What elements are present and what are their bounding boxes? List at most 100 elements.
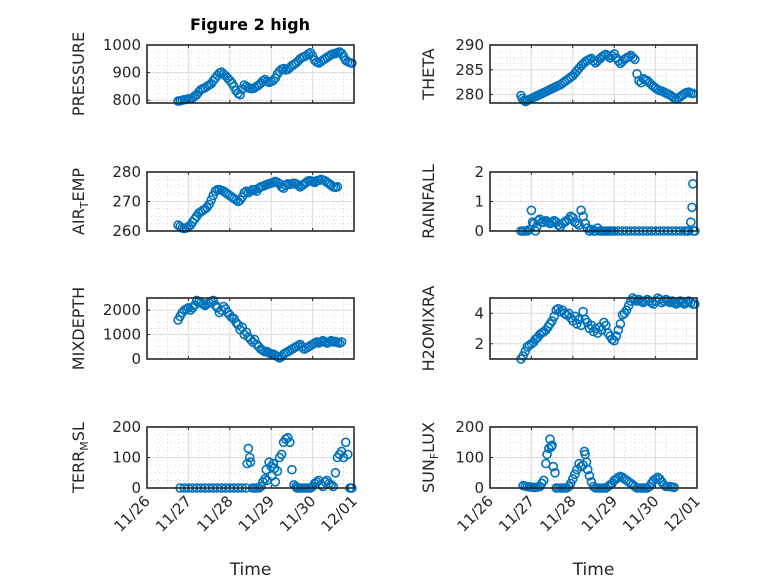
data-point — [332, 182, 343, 192]
data-point — [183, 302, 194, 313]
data-point — [576, 205, 586, 216]
data-point — [623, 300, 634, 311]
data-point — [293, 180, 303, 191]
axes-box — [489, 297, 698, 360]
data-point — [282, 432, 293, 443]
data-point — [627, 52, 638, 63]
data-point — [588, 56, 599, 66]
y-tick-label: 100 — [455, 449, 484, 467]
data-point — [609, 335, 620, 346]
data-point — [538, 475, 549, 486]
data-point — [340, 437, 351, 448]
y-tick-label: 1000 — [103, 36, 141, 54]
axes-air_temp: 260 270 280 AIRTEMP — [69, 163, 355, 240]
data-point — [574, 314, 584, 325]
y-tick-label: 2 — [474, 335, 484, 353]
y-tick-label: 200 — [455, 418, 484, 436]
y-tick-label: 800 — [112, 91, 141, 109]
data-point — [574, 220, 584, 230]
y-tick-label: 2 — [474, 163, 484, 181]
y-axis-label: MIXDEPTH — [69, 287, 88, 370]
y-axis-label: AIRTEMP — [69, 168, 91, 235]
y-axis-label: SUNFLUX — [419, 422, 441, 493]
y-tick-label: 100 — [112, 449, 141, 467]
data-point — [264, 457, 274, 467]
data-point — [241, 327, 252, 338]
y-tick-label: 1000 — [103, 326, 141, 344]
y-axis-label: H2OMIXRA — [419, 286, 438, 372]
data-point — [613, 325, 624, 335]
data-point — [249, 334, 260, 345]
axes-h2omixra: 2 4 H2OMIXRA — [419, 286, 700, 372]
y-tick-label: 260 — [112, 222, 141, 240]
axes-theta: 280 285 290 THETA — [419, 36, 698, 107]
y-axis-label: RAINFALL — [419, 164, 438, 239]
data-point — [239, 187, 250, 198]
data-point — [326, 480, 337, 490]
data-point — [268, 458, 279, 469]
data-point — [549, 311, 560, 322]
y-tick-label: 4 — [474, 304, 484, 322]
data-point — [630, 54, 640, 65]
y-tick-label: 200 — [112, 418, 141, 436]
data-point — [278, 63, 289, 74]
data-point — [328, 481, 339, 492]
x-tick-label: 11/27 — [495, 492, 538, 535]
y-tick-label: 2000 — [103, 301, 141, 319]
x-tick-label: 12/01 — [318, 492, 361, 535]
axes-box — [489, 44, 698, 104]
y-tick-label: 280 — [112, 163, 141, 181]
data-point — [284, 437, 295, 448]
x-tick-label: 11/30 — [619, 492, 662, 535]
data-point — [623, 52, 634, 62]
data-point — [235, 89, 245, 100]
data-point — [244, 452, 255, 463]
data-point — [206, 195, 216, 205]
y-tick-label: 0 — [131, 479, 141, 497]
data-point — [690, 299, 700, 309]
data-point — [548, 461, 559, 472]
data-point — [542, 449, 552, 460]
axes-box — [146, 297, 355, 360]
data-point — [570, 469, 580, 480]
data-point — [270, 477, 281, 487]
x-tick-label: 11/28 — [193, 492, 236, 535]
data-point — [582, 464, 593, 475]
x-tick-label: 11/26 — [454, 492, 497, 535]
figure-title: Figure 2 high — [190, 15, 310, 34]
data-point — [243, 443, 254, 454]
data-point — [347, 58, 357, 69]
data-point — [256, 481, 266, 492]
data-point — [550, 467, 560, 478]
data-point — [526, 205, 537, 216]
axes-box — [146, 44, 355, 104]
y-axis-label: PRESSURE — [69, 32, 88, 116]
data-point — [613, 56, 624, 66]
data-point — [342, 449, 353, 460]
data-point — [567, 474, 578, 484]
data-point — [269, 463, 280, 474]
x-tick-label: 11/30 — [276, 492, 319, 535]
y-tick-label: 0 — [474, 222, 484, 240]
y-tick-label: 0 — [474, 479, 484, 497]
y-tick-label: 270 — [112, 193, 141, 211]
axes-pressure: 800 900 1000 PRESSURE — [69, 32, 357, 116]
data-point — [687, 202, 697, 213]
plot-area — [147, 298, 354, 359]
data-point — [685, 217, 696, 227]
x-tick-label: 11/29 — [578, 492, 621, 535]
data-point — [630, 294, 640, 305]
data-point — [187, 302, 198, 313]
data-point — [640, 296, 651, 306]
y-axis-label: TERRMSL — [69, 422, 91, 494]
data-point — [276, 449, 287, 460]
data-point — [336, 337, 347, 347]
x-axis-label: Time — [229, 560, 272, 580]
data-point — [621, 305, 632, 316]
data-point — [559, 308, 570, 319]
data-point — [584, 470, 595, 481]
x-tick-label: 11/26 — [111, 492, 154, 535]
y-tick-label: 0 — [131, 350, 141, 368]
